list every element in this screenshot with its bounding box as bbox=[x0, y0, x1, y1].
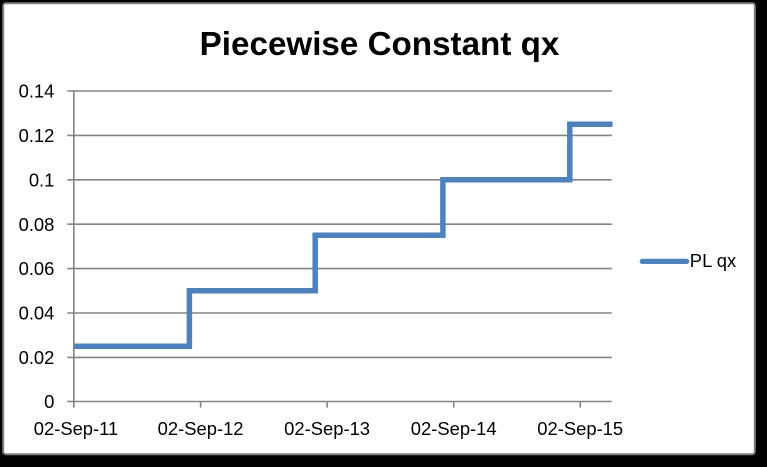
svg-text:02-Sep-13: 02-Sep-13 bbox=[284, 418, 370, 439]
svg-text:0: 0 bbox=[44, 391, 54, 412]
svg-text:0.06: 0.06 bbox=[19, 258, 55, 279]
svg-text:02-Sep-11: 02-Sep-11 bbox=[34, 418, 119, 439]
svg-text:02-Sep-14: 02-Sep-14 bbox=[411, 418, 497, 439]
svg-text:Piecewise Constant qx: Piecewise Constant qx bbox=[200, 26, 560, 63]
svg-text:0.12: 0.12 bbox=[19, 125, 55, 146]
svg-text:02-Sep-12: 02-Sep-12 bbox=[158, 418, 244, 439]
svg-text:PL qx: PL qx bbox=[690, 250, 736, 271]
svg-text:02-Sep-15: 02-Sep-15 bbox=[537, 418, 623, 439]
svg-text:0.1: 0.1 bbox=[29, 169, 55, 190]
svg-text:0.02: 0.02 bbox=[19, 347, 55, 368]
svg-text:0.04: 0.04 bbox=[19, 303, 55, 324]
svg-text:0.14: 0.14 bbox=[19, 81, 55, 102]
svg-text:0.08: 0.08 bbox=[19, 214, 55, 235]
